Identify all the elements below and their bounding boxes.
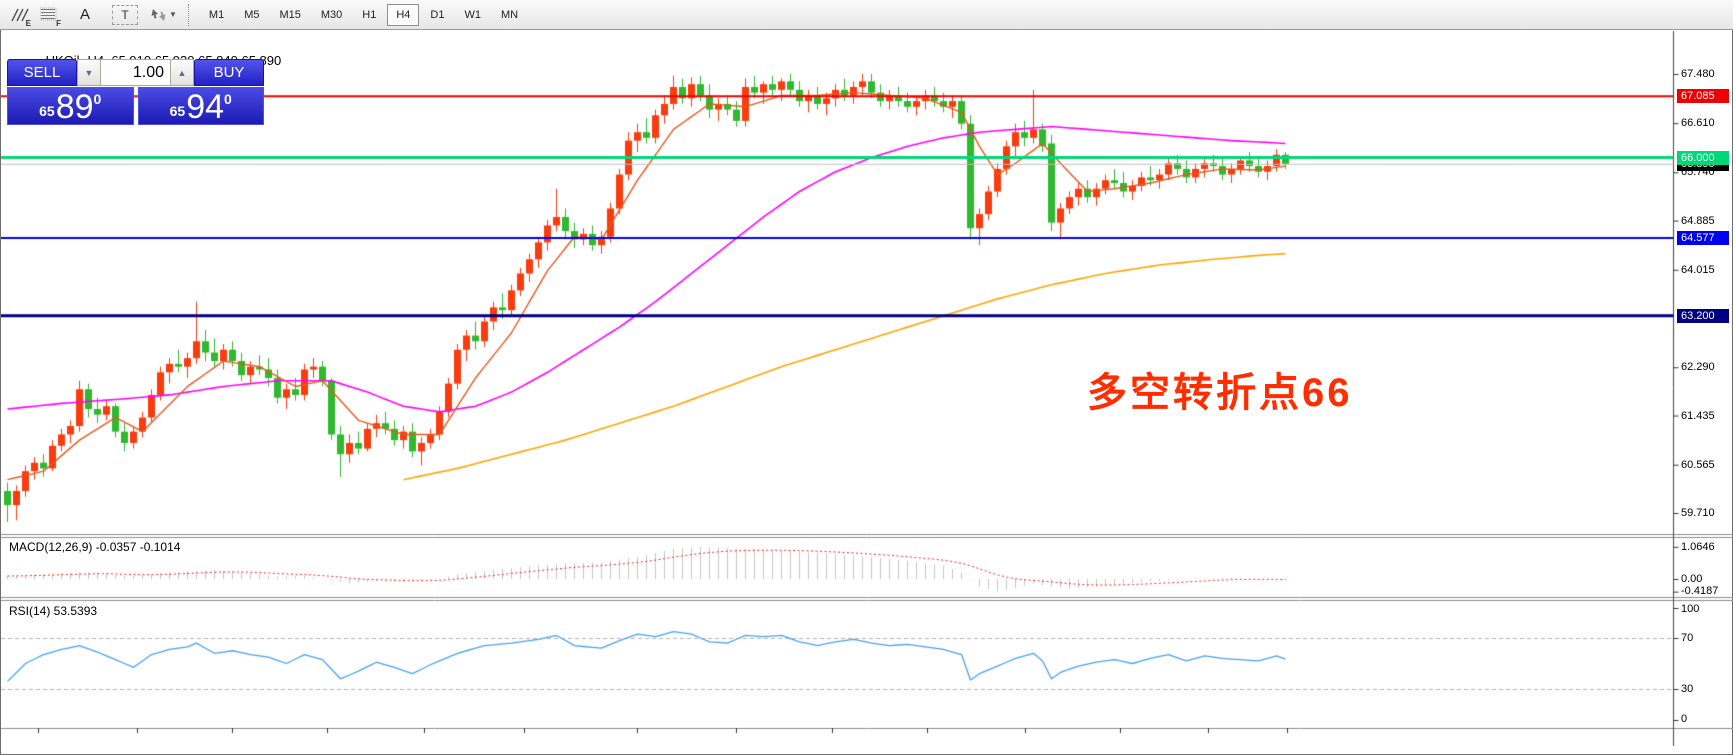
rsi-axis-label: 0 <box>1681 713 1688 725</box>
price-badge-64.577: 64.577 <box>1677 231 1729 246</box>
timeframe-h1[interactable]: H1 <box>353 4 385 26</box>
textbox-icon[interactable]: T <box>112 4 138 25</box>
macd-axis-label: -0.4187 <box>1681 585 1719 597</box>
price-axis-label: 64.015 <box>1681 263 1715 276</box>
volume-decrease-button[interactable]: ▼ <box>77 59 101 86</box>
timeframe-m15[interactable]: M15 <box>270 4 309 26</box>
price-axis-label: 67.480 <box>1681 68 1715 80</box>
chart-annotation-text[interactable]: 多空转折点66 <box>1087 371 1353 415</box>
rsi-axis-label: 70 <box>1681 632 1694 644</box>
macd-indicator-label: MACD(12,26,9) -0.0357 -0.1014 <box>9 540 181 554</box>
timeframe-d1[interactable]: D1 <box>421 4 453 26</box>
sell-price-tile[interactable]: 65 89 0 <box>7 87 134 125</box>
sell-button[interactable]: SELL <box>7 59 77 86</box>
price-axis-label: 66.610 <box>1681 117 1715 130</box>
timeframe-mn[interactable]: MN <box>492 4 527 26</box>
timeframe-m1[interactable]: M1 <box>200 4 233 26</box>
timeframe-h4[interactable]: H4 <box>387 3 420 26</box>
chart-window: ▲UKOil-,H4 65.910 65.930 65.840 65.890 S… <box>0 30 1733 755</box>
timeframe-buttons: M1 M5 M15 M30 H1 H4 D1 W1 MN <box>200 3 529 26</box>
buy-price-tile[interactable]: 65 94 0 <box>137 87 264 125</box>
timeframe-m30[interactable]: M30 <box>312 4 351 26</box>
volume-input[interactable] <box>101 59 170 86</box>
price-badge-67.085: 67.085 <box>1677 89 1729 104</box>
price-axis-label: 59.710 <box>1681 507 1715 519</box>
price-axis-label: 62.290 <box>1681 361 1715 374</box>
chevron-down-icon: ▼ <box>169 10 177 19</box>
price-badge-66.000: 66.000 <box>1677 150 1729 165</box>
indicators-icon[interactable]: E <box>6 2 32 28</box>
macd-axis-label: 1.0646 <box>1681 540 1715 553</box>
volume-increase-button[interactable]: ▲ <box>170 59 194 86</box>
grid-icon[interactable]: F <box>36 2 62 28</box>
timeframe-w1[interactable]: W1 <box>455 4 490 26</box>
buy-button[interactable]: BUY <box>194 59 264 86</box>
text-label-icon[interactable]: A <box>79 6 90 23</box>
rsi-axis-label: 30 <box>1681 683 1694 695</box>
chart-canvas[interactable] <box>1 30 1733 755</box>
macd-axis-label: 0.00 <box>1681 573 1703 585</box>
timeframe-m5[interactable]: M5 <box>235 4 268 26</box>
price-axis-label: 64.885 <box>1681 214 1715 227</box>
price-badge-63.200: 63.200 <box>1677 308 1729 323</box>
rsi-axis-label: 100 <box>1681 603 1700 615</box>
rsi-indicator-label: RSI(14) 53.5393 <box>9 604 98 618</box>
toolbar-separator <box>187 3 190 26</box>
price-axis-label: 61.435 <box>1681 409 1715 422</box>
arrow-tools-icon[interactable]: ▼ <box>148 2 178 28</box>
toolbar: E F A T ▼ M1 M5 M15 M30 H1 H4 D1 W1 MN <box>0 0 1733 30</box>
price-axis-label: 60.565 <box>1681 458 1715 471</box>
